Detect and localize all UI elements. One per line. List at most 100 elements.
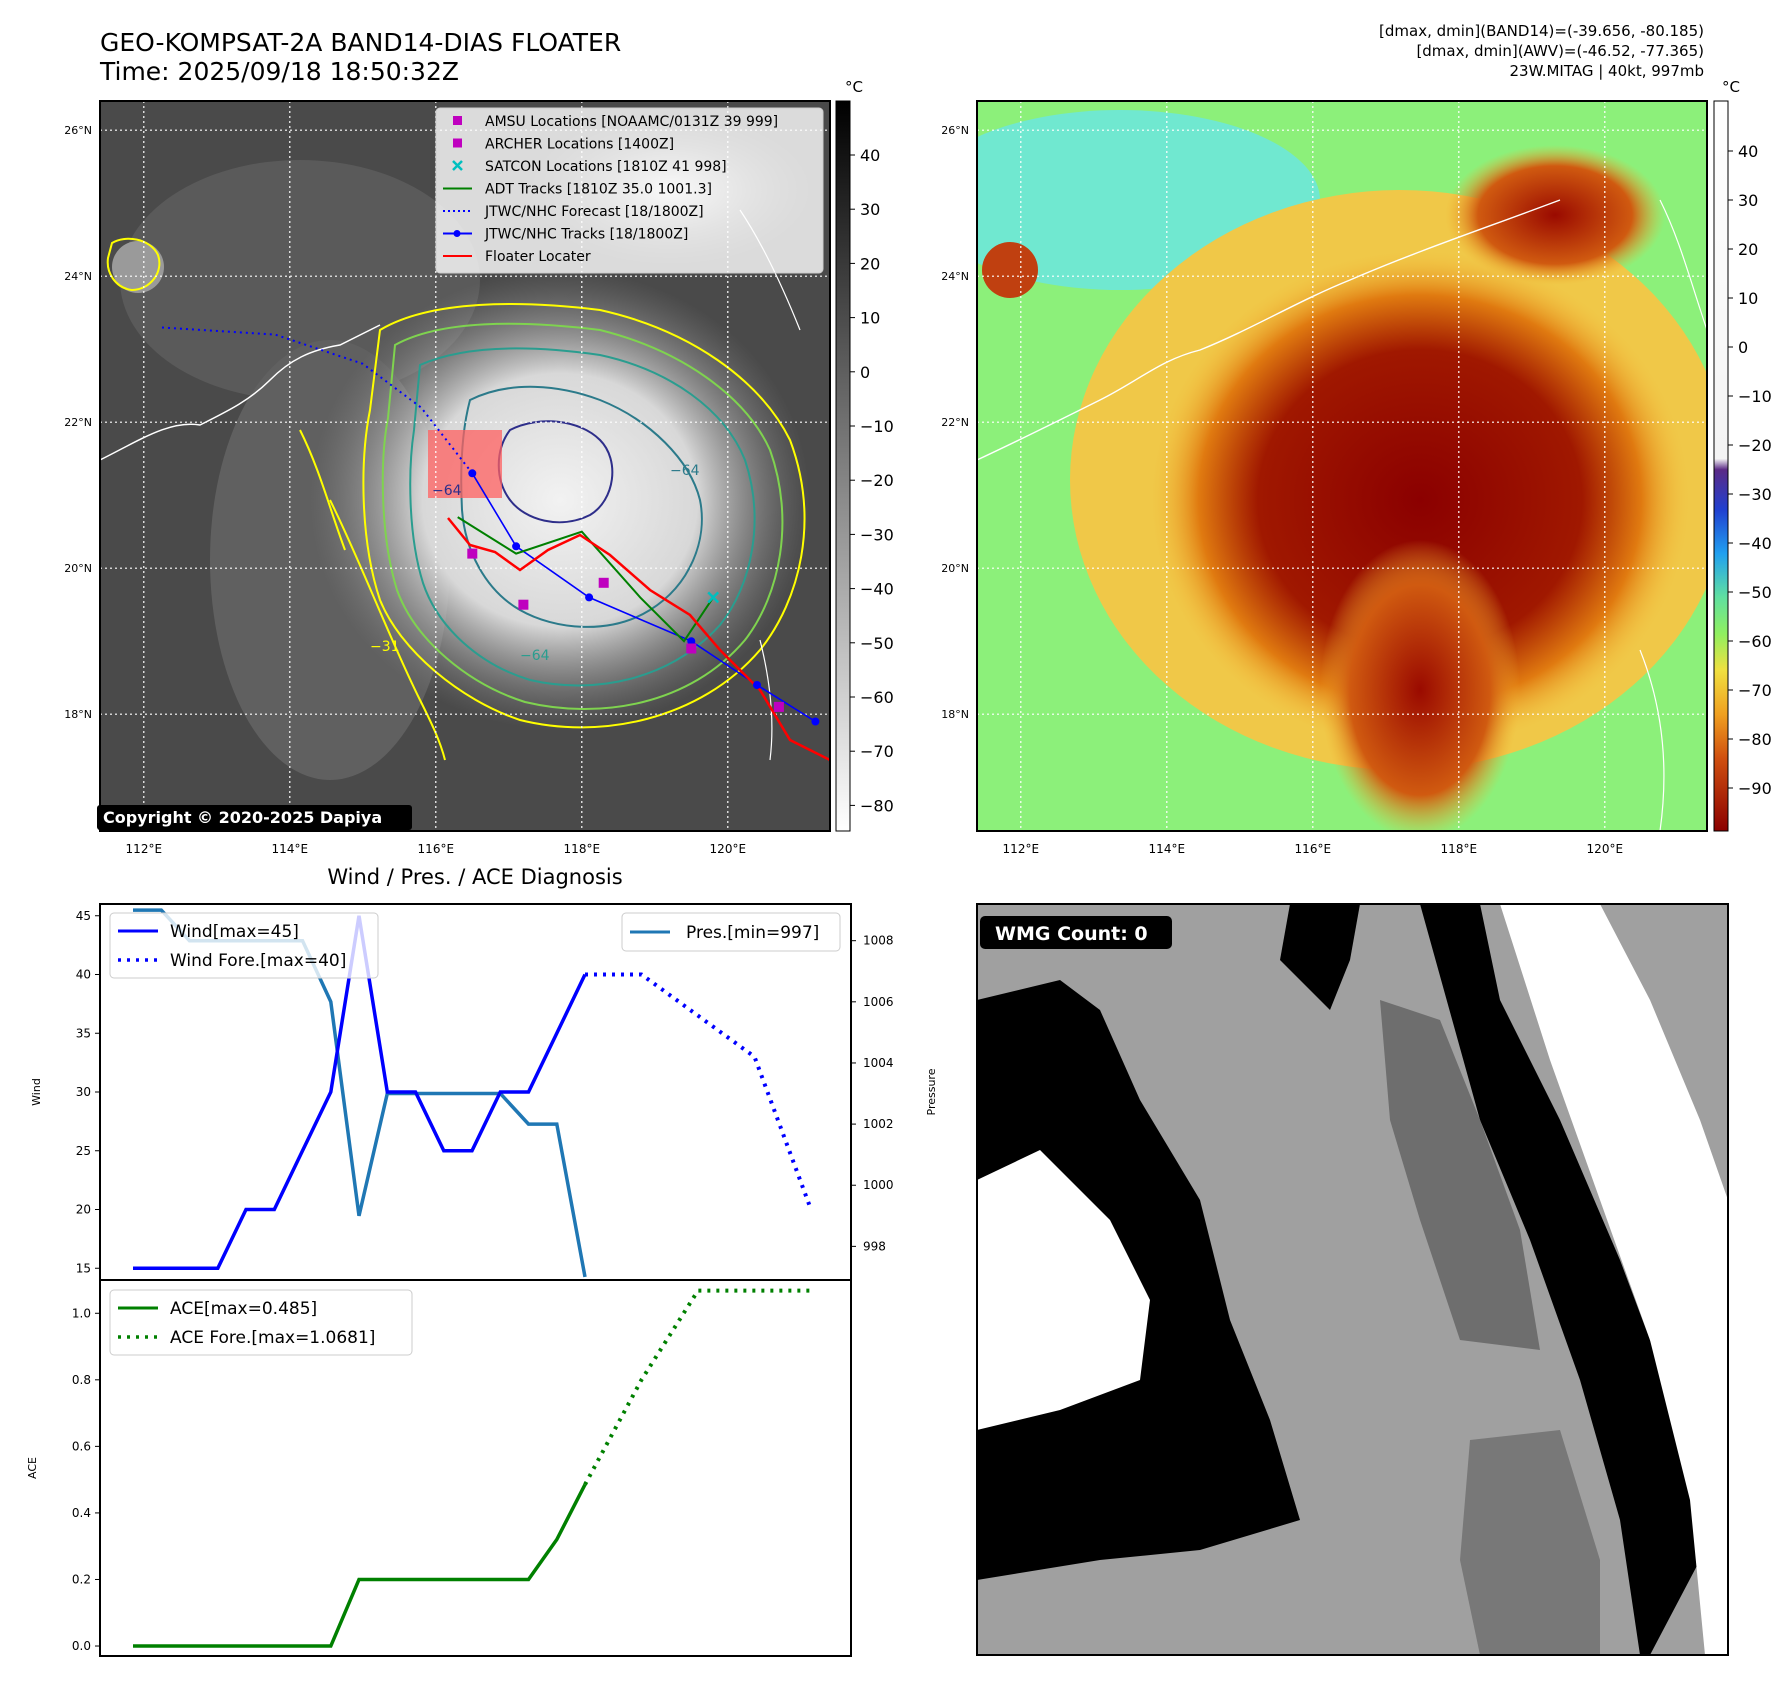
contour-label-2: −64: [670, 463, 700, 479]
lon-tick-label: 120°E: [1587, 842, 1624, 856]
ytick-label: 45: [76, 909, 91, 923]
wmg-frame: [976, 903, 1729, 1656]
amsu-point: [773, 701, 784, 712]
jtwc-track-point: [753, 681, 761, 689]
legend-label: SATCON Locations [1810Z 41 998]: [485, 159, 727, 175]
ir-colorbar-unit: °C: [845, 78, 863, 96]
lon-tick-label: 114°E: [272, 842, 309, 856]
awv-axis-ticks: 112°E 114°E 116°E 118°E 120°E 26°N 24°N 22°N 20°…: [941, 124, 1623, 856]
jtwc-track-line: [471, 472, 816, 723]
wind-legend-label: Wind[max=45]: [170, 922, 299, 942]
colorbar-tick-label: −50: [860, 634, 894, 653]
satcon-point: [707, 591, 720, 604]
lon-tick-label: 118°E: [564, 842, 601, 856]
ir-track-points: [467, 469, 820, 726]
jtwc-track-point: [512, 542, 521, 551]
awv-north-cell: [1445, 145, 1665, 285]
ir-map-frame: [99, 100, 831, 832]
awv-coastline-luzon: [1639, 649, 1665, 831]
lon-tick-label: 120°E: [710, 842, 747, 856]
ir-legend-box: [435, 107, 824, 274]
lat-tick-label: 26°N: [941, 124, 969, 137]
colorbar-tick-label: 0: [1738, 338, 1748, 357]
amsu-point: [598, 577, 609, 588]
ytick-label: 1000: [863, 1178, 894, 1192]
lat-tick-label: 18°N: [941, 708, 969, 721]
pressure-ylabel: Pressure: [925, 1068, 938, 1115]
wind-ylabel: Wind: [30, 1078, 43, 1106]
colorbar-tick-label: 10: [1738, 289, 1758, 308]
colorbar-tick-label: −80: [1738, 730, 1772, 749]
colorbar-tick-label: −80: [860, 796, 894, 815]
awv-coastline-taiwan: [1659, 199, 1707, 331]
ir-contour-band2: [299, 429, 346, 551]
wmg-white-east: [1500, 904, 1728, 1655]
ir-colorbar: [835, 100, 851, 832]
legend-marker-square: [453, 116, 462, 125]
ir-coastline-luzon: [759, 639, 773, 761]
contour-label-4: −64: [520, 648, 550, 664]
adt-track-line: [457, 516, 715, 643]
ace-ylabel: ACE: [26, 1457, 39, 1479]
colorbar-tick-label: −40: [1738, 534, 1772, 553]
info-band14: [dmax, dmin](BAND14)=(-39.656, -80.185): [1379, 22, 1704, 40]
figure-time: Time: 2025/09/18 18:50:32Z: [100, 57, 459, 86]
ytick-label: 0.4: [72, 1506, 91, 1520]
wind-forecast-series-line: [585, 972, 813, 1211]
wmg-gray-south: [1460, 1430, 1600, 1655]
ir-colorbar-ticks: 40 30 20 10 0 −10 −20 −30 −40 −50 −60 −70 −80: [850, 146, 894, 815]
wmg-black-top: [1280, 904, 1360, 1010]
diagnosis-title: Wind / Pres. / ACE Diagnosis: [327, 865, 622, 889]
ytick-label: 30: [76, 1085, 91, 1099]
colorbar-tick-label: −90: [1738, 779, 1772, 798]
legend-marker-square: [453, 138, 462, 148]
colorbar-tick-label: −50: [1738, 583, 1772, 602]
awv-tail-cell: [1320, 540, 1520, 831]
colorbar-tick-label: 20: [1738, 240, 1758, 259]
ir-contour-band: [329, 499, 446, 761]
ace-forecast-series-line: [583, 1288, 811, 1486]
legend-marker-x: [452, 160, 463, 171]
legend-label: JTWC/NHC Tracks [18/1800Z]: [484, 227, 688, 243]
colorbar-tick-label: −20: [1738, 436, 1772, 455]
awv-map-frame: [976, 100, 1708, 832]
jtwc-track-point: [687, 637, 696, 646]
colorbar-tick-label: −70: [1738, 681, 1772, 700]
wind-yticks: 15 20 25 30 35 40 45: [76, 909, 100, 1275]
lat-tick-label: 18°N: [64, 708, 92, 721]
ytick-label: 20: [76, 1203, 91, 1217]
jtwc-track-point: [811, 717, 820, 726]
jtwc-track-point: [585, 593, 594, 602]
awv-island-cell: [982, 242, 1038, 298]
awv-colorbar-ticks: 40 30 20 10 0 −10 −20 −30 −40 −50 −60 −70 −80 −90: [1728, 142, 1772, 798]
ytick-label: 1002: [863, 1117, 894, 1131]
colorbar-tick-label: −30: [1738, 485, 1772, 504]
wmg-gray-band: [1380, 1000, 1540, 1350]
colorbar-tick-label: −30: [860, 525, 894, 544]
legend-label: Floater Locater: [485, 249, 591, 265]
lon-tick-label: 118°E: [1441, 842, 1478, 856]
lat-tick-label: 20°N: [941, 562, 969, 575]
ir-island-cell: [112, 241, 164, 293]
colorbar-tick-label: 40: [1738, 142, 1758, 161]
pressure-yticks: 998 1000 1002 1004 1006 1008: [851, 934, 894, 1253]
ace-legend-label: ACE[max=0.485]: [170, 1299, 317, 1319]
lat-tick-label: 24°N: [64, 270, 92, 283]
ir-contour-core: [497, 420, 614, 524]
info-awv: [dmax, dmin](AWV)=(-46.52, -77.365): [1416, 42, 1704, 60]
wmg-panel: WMG Count: 0: [976, 903, 1729, 1656]
ytick-label: 15: [76, 1261, 91, 1275]
ir-axis-ticks: 112°E 114°E 116°E 118°E 120°E 26°N 24°N 22°N 20°…: [64, 124, 746, 856]
lat-tick-label: 22°N: [64, 416, 92, 429]
legend-marker-dot: [453, 230, 461, 237]
wind-fore-legend-label: Wind Fore.[max=40]: [170, 951, 346, 971]
ytick-label: 1006: [863, 995, 894, 1009]
awv-map-panel: 112°E 114°E 116°E 118°E 120°E26°N24°N22°N20°…: [941, 78, 1772, 856]
lat-tick-label: 26°N: [64, 124, 92, 137]
wmg-white-region: [977, 1150, 1150, 1430]
ace-series-line: [133, 1483, 587, 1648]
copyright-box: [97, 805, 412, 830]
ir-contour-inner: [460, 385, 703, 628]
lat-tick-label: 22°N: [941, 416, 969, 429]
awv-coastline: [977, 199, 1561, 461]
